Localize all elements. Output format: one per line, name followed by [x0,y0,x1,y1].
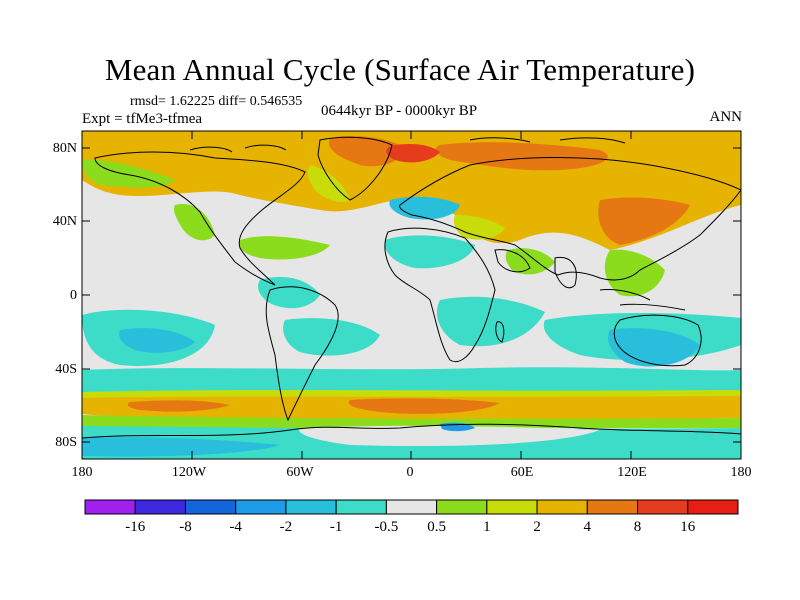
colorbar-swatch [687,499,739,515]
colorbar-swatch [335,499,387,515]
colorbar-swatch [134,499,186,515]
lat-label-80s: 80S [55,435,77,450]
period-label: 0644kyr BP - 0000kyr BP [321,103,478,119]
colorbar-label: -0.5 [374,519,399,535]
lat-label-80n: 80N [52,141,77,156]
lon-label-60w: 60W [286,465,314,480]
map-title: Mean Annual Cycle (Surface Air Temperatu… [104,52,696,87]
lon-label-60e: 60E [510,465,534,480]
axis-ticks [81,131,742,459]
colorbar [84,499,739,515]
colorbar-label: -16 [125,519,146,535]
colorbar-swatch [637,499,689,515]
lat-label-40n: 40N [52,214,77,229]
colorbar-label: -1 [329,519,343,535]
colorbar-label: 16 [680,519,696,535]
colorbar-swatch [285,499,337,515]
colorbar-swatch [385,499,438,515]
statistics-text: rmsd= 1.62225 diff= 0.546535 [130,94,303,109]
season-label: ANN [709,109,743,125]
lat-label-40s: 40S [55,362,77,377]
coastlines [81,136,742,439]
colorbar-label: 2 [533,519,541,535]
colorbar-label: -8 [179,519,192,535]
lon-label-0: 0 [406,465,414,480]
colorbar-swatch [586,499,639,515]
colorbar-label: 8 [633,519,642,535]
lon-label-180w: 180 [71,465,93,480]
temperature-field [82,131,741,459]
lon-label-120w: 120W [171,465,207,480]
colorbar-swatch [235,499,287,515]
colorbar-swatch [536,499,588,515]
colorbar-swatch [486,499,538,515]
colorbar-label: -2 [279,519,293,535]
colorbar-label: 4 [583,519,592,535]
colorbar-label: 1 [483,519,491,535]
colorbar-swatch [84,499,136,515]
lon-label-120e: 120E [617,465,647,480]
colorbar-swatch [184,499,237,515]
colorbar-label: -4 [229,519,242,535]
colorbar-label: 0.5 [427,519,446,535]
lat-label-equator: 0 [70,288,77,303]
lon-label-180e: 180 [730,465,752,480]
experiment-label: Expt = tfMe3-tfmea [82,111,203,127]
colorbar-swatch [436,499,488,515]
